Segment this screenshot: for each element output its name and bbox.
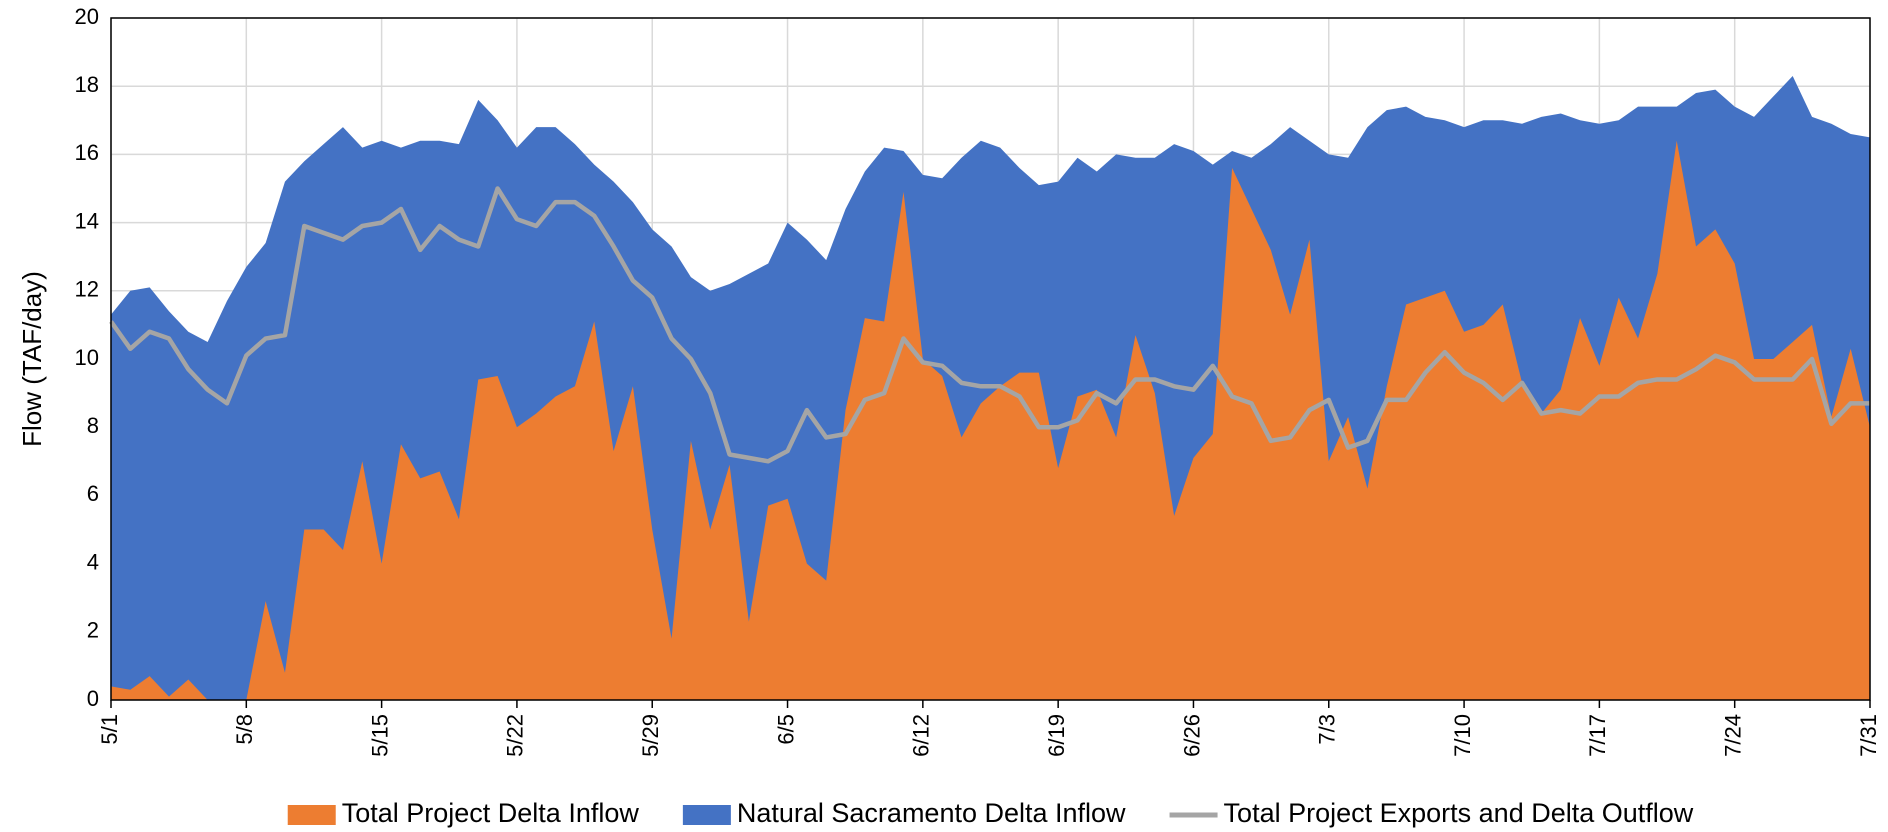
y-tick-label: 2 — [87, 618, 99, 643]
legend-swatch — [287, 805, 336, 825]
x-tick-label: 5/15 — [367, 714, 392, 757]
y-tick-label: 16 — [75, 140, 99, 165]
x-tick-label: 6/5 — [773, 714, 798, 745]
x-tick-label: 5/1 — [97, 714, 122, 745]
x-tick-label: 6/19 — [1044, 714, 1069, 757]
x-tick-label: 7/3 — [1315, 714, 1340, 745]
y-tick-label: 12 — [75, 277, 99, 302]
legend: Total Project Delta Inflow Natural Sacram… — [287, 798, 1694, 828]
x-tick-label: 6/26 — [1179, 714, 1204, 757]
y-tick-label: 0 — [87, 686, 99, 711]
x-tick-label: 5/8 — [232, 714, 257, 745]
line — [109, 186, 1870, 464]
x-tick-label: 6/12 — [909, 714, 934, 757]
plot-border — [110, 17, 1871, 701]
x-tick-label: 7/10 — [1450, 714, 1475, 757]
x-tick-label: 7/24 — [1721, 714, 1746, 757]
legend-swatch — [682, 805, 731, 825]
x-tick-label: 5/22 — [503, 714, 528, 757]
y-axis-label: Flow (TAF/day) — [17, 271, 47, 447]
y-tick-label: 20 — [75, 4, 99, 29]
y-tick-label: 8 — [87, 413, 99, 438]
area — [111, 140, 1870, 700]
legend-label: Total Project Delta Inflow — [342, 798, 640, 828]
y-tick-label: 6 — [87, 481, 99, 506]
legend-label: Natural Sacramento Delta Inflow — [737, 798, 1126, 828]
y-tick-label: 18 — [75, 72, 99, 97]
y-tick-label: 4 — [87, 549, 99, 574]
x-tick-label: 5/29 — [638, 714, 663, 757]
y-tick-label: 14 — [75, 208, 99, 233]
x-tick-label: 7/31 — [1856, 714, 1881, 757]
y-tick-label: 10 — [75, 345, 99, 370]
x-tick-label: 7/17 — [1585, 714, 1610, 757]
legend-label: Total Project Exports and Delta Outflow — [1224, 798, 1694, 828]
